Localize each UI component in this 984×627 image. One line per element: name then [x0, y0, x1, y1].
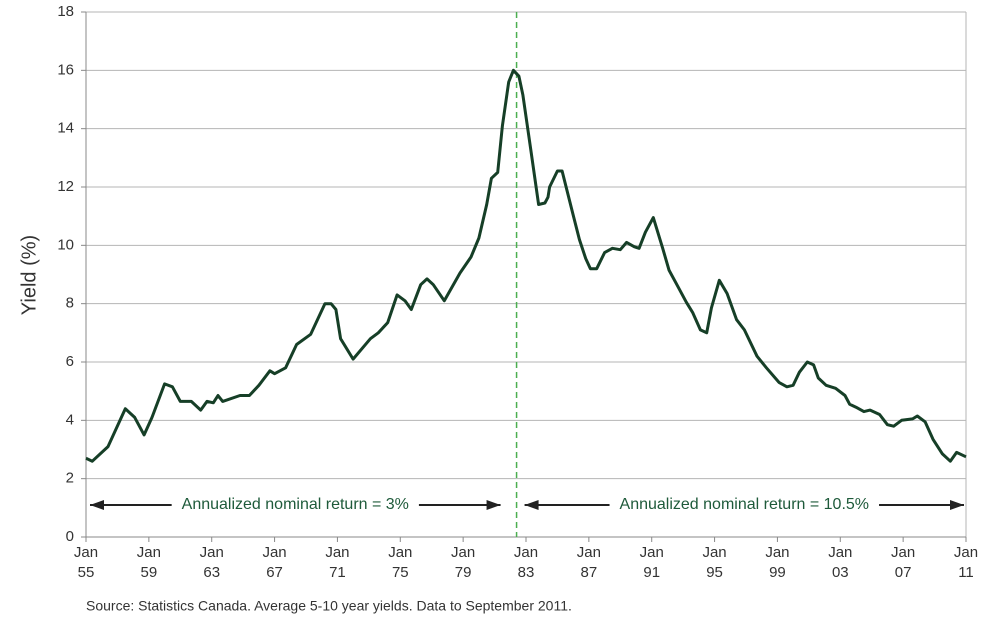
y-tick-label: 4	[66, 411, 74, 428]
y-axis-label: Yield (%)	[18, 235, 40, 315]
x-tick-label: Jan 87	[577, 544, 601, 581]
x-tick-label: Jan 75	[388, 544, 412, 581]
y-tick-label: 12	[57, 178, 74, 195]
y-tick-label: 8	[66, 295, 74, 312]
y-tick-label: 2	[66, 470, 74, 487]
x-tick-label: Jan 91	[640, 544, 664, 581]
annotation: Annualized nominal return = 10.5%	[620, 496, 870, 513]
source-note: Source: Statistics Canada. Average 5-10 …	[86, 598, 572, 614]
arrow-head	[524, 500, 539, 510]
y-tick-label: 10	[57, 236, 74, 253]
arrow-head	[90, 500, 104, 510]
x-tick-label: Jan 99	[765, 544, 789, 581]
series-line	[85, 68, 967, 463]
x-tick-label: Jan 71	[325, 544, 349, 581]
x-tick-label: Jan 55	[74, 544, 98, 581]
y-tick-label: 0	[66, 528, 74, 545]
x-tick-label: Jan 95	[702, 544, 726, 581]
x-tick-label: Jan 67	[262, 544, 286, 581]
x-tick-label: Jan 59	[137, 544, 161, 581]
y-tick-label: 6	[66, 353, 74, 370]
y-tick-label: 14	[57, 120, 74, 137]
y-tick-label: 18	[57, 3, 74, 20]
x-tick-label: Jan 03	[828, 544, 852, 581]
arrow-head	[950, 500, 964, 510]
x-tick-label: Jan 63	[200, 544, 224, 581]
annotation: Annualized nominal return = 3%	[182, 496, 409, 513]
arrow-head	[486, 500, 501, 510]
x-tick-label: Jan 07	[891, 544, 915, 581]
x-tick-label: Jan 83	[514, 544, 538, 581]
x-tick-label: Jan 79	[451, 544, 475, 581]
x-tick-label: Jan 11	[954, 544, 978, 581]
y-tick-label: 16	[57, 61, 74, 78]
